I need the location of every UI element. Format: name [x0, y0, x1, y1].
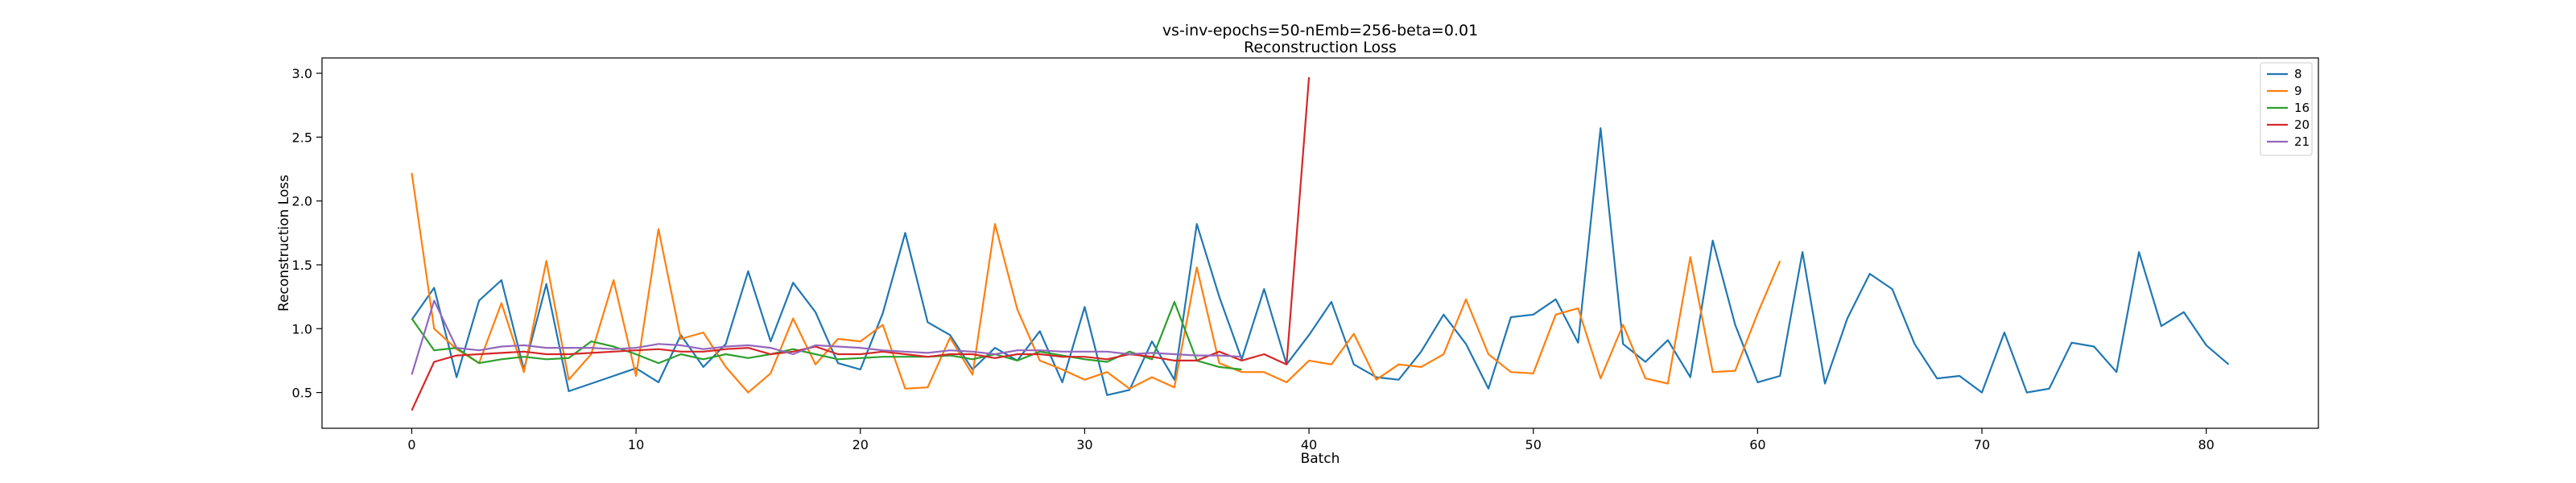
- series-line-8: [411, 127, 2230, 396]
- series-line-16: [411, 300, 1242, 371]
- series-line-9: [411, 172, 1781, 394]
- legend-label-21: 21: [2294, 134, 2310, 149]
- legend-label-20: 20: [2294, 118, 2310, 132]
- x-tick-label: 20: [852, 437, 869, 452]
- legend-label-16: 16: [2294, 101, 2310, 115]
- x-axis: 0 10 20 30 40 50 60 70 80: [407, 428, 2215, 452]
- series-line-21: [411, 299, 1242, 375]
- legend: 8 9 16 20 21: [2260, 62, 2313, 156]
- plot-area-frame: [321, 57, 2319, 429]
- y-tick-label: 3.0: [292, 66, 312, 81]
- series-line-20: [411, 76, 1311, 411]
- chart-title: vs-inv-epochs=50-nEmb=256-beta=0.01: [1162, 22, 1478, 39]
- y-axis-label: Reconstruction Loss: [276, 175, 292, 312]
- legend-label-9: 9: [2294, 84, 2302, 98]
- legend-label-8: 8: [2294, 67, 2302, 81]
- y-tick-label: 2.5: [292, 130, 312, 145]
- x-tick-label: 40: [1301, 437, 1317, 452]
- y-tick-label: 1.0: [292, 321, 312, 336]
- x-tick-label: 30: [1076, 437, 1092, 452]
- x-tick-label: 0: [407, 437, 415, 452]
- y-tick-label: 2.0: [292, 194, 312, 209]
- y-axis: 0.5 1.0 1.5 2.0 2.5 3.0: [292, 66, 322, 401]
- series-lines: [411, 76, 2230, 411]
- x-tick-label: 10: [628, 437, 644, 452]
- x-tick-label: 50: [1525, 437, 1542, 452]
- x-tick-label: 60: [1749, 437, 1765, 452]
- legend-box: [2260, 62, 2313, 156]
- x-tick-label: 80: [2198, 437, 2214, 452]
- y-tick-label: 0.5: [292, 386, 312, 401]
- y-tick-label: 1.5: [292, 258, 312, 273]
- x-tick-label: 70: [1974, 437, 1990, 452]
- x-axis-label: Batch: [1301, 451, 1340, 467]
- chart-subtitle: Reconstruction Loss: [1244, 39, 1397, 56]
